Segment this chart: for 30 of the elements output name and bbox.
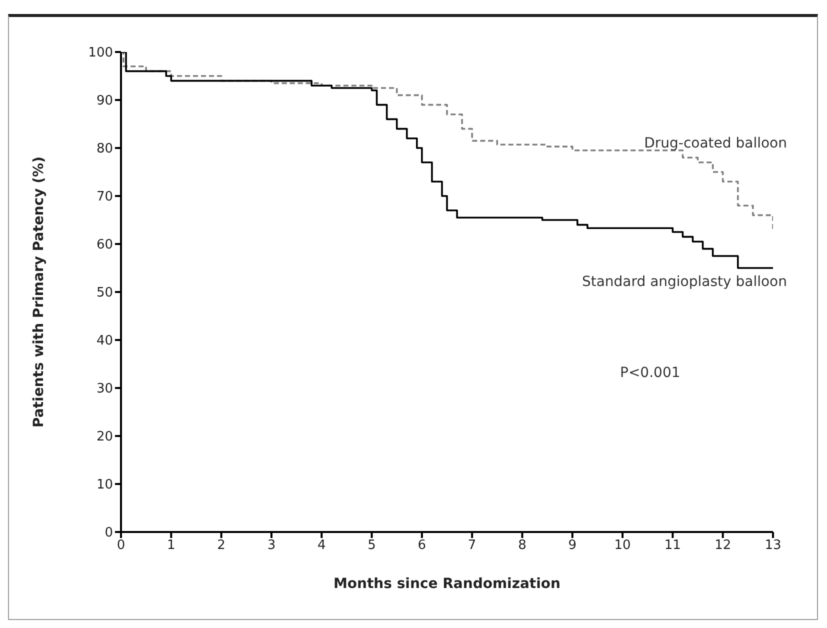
- x-axis-title: Months since Randomization: [333, 576, 561, 592]
- x-tick-label: 0: [116, 538, 126, 554]
- series-label: Drug-coated balloon: [644, 136, 787, 152]
- y-tick-label: 100: [88, 46, 113, 61]
- x-tick-label: 13: [764, 538, 782, 554]
- x-tick-label: 10: [614, 538, 631, 554]
- y-tick-label: 70: [96, 190, 113, 205]
- series-label: Standard angioplasty balloon: [582, 274, 787, 290]
- x-tick-label: 6: [418, 538, 426, 554]
- x-tick-label: 12: [714, 538, 732, 554]
- y-tick-label: 50: [96, 286, 113, 301]
- y-axis-title: Patients with Primary Patency (%): [30, 156, 47, 428]
- x-tick-label: 11: [664, 538, 681, 554]
- y-tick-label: 20: [96, 430, 113, 445]
- y-tick-label: 10: [96, 478, 113, 493]
- x-tick-label: 8: [518, 538, 526, 554]
- annotation: P<0.001: [620, 365, 680, 381]
- x-tick-label: 4: [317, 538, 326, 554]
- x-tick-label: 5: [368, 538, 376, 554]
- y-tick-label: 30: [96, 382, 113, 397]
- x-tick-label: 7: [468, 538, 476, 554]
- x-tick-label: 2: [217, 538, 226, 554]
- y-tick-label: 90: [96, 94, 113, 109]
- x-tick-label: 3: [267, 538, 276, 554]
- y-tick-label: 60: [96, 238, 113, 253]
- y-tick-label: 0: [104, 526, 113, 541]
- y-tick-label: 80: [96, 142, 113, 157]
- x-tick-label: 1: [167, 538, 176, 554]
- x-tick-label: 9: [568, 538, 577, 554]
- y-tick-label: 40: [96, 334, 113, 349]
